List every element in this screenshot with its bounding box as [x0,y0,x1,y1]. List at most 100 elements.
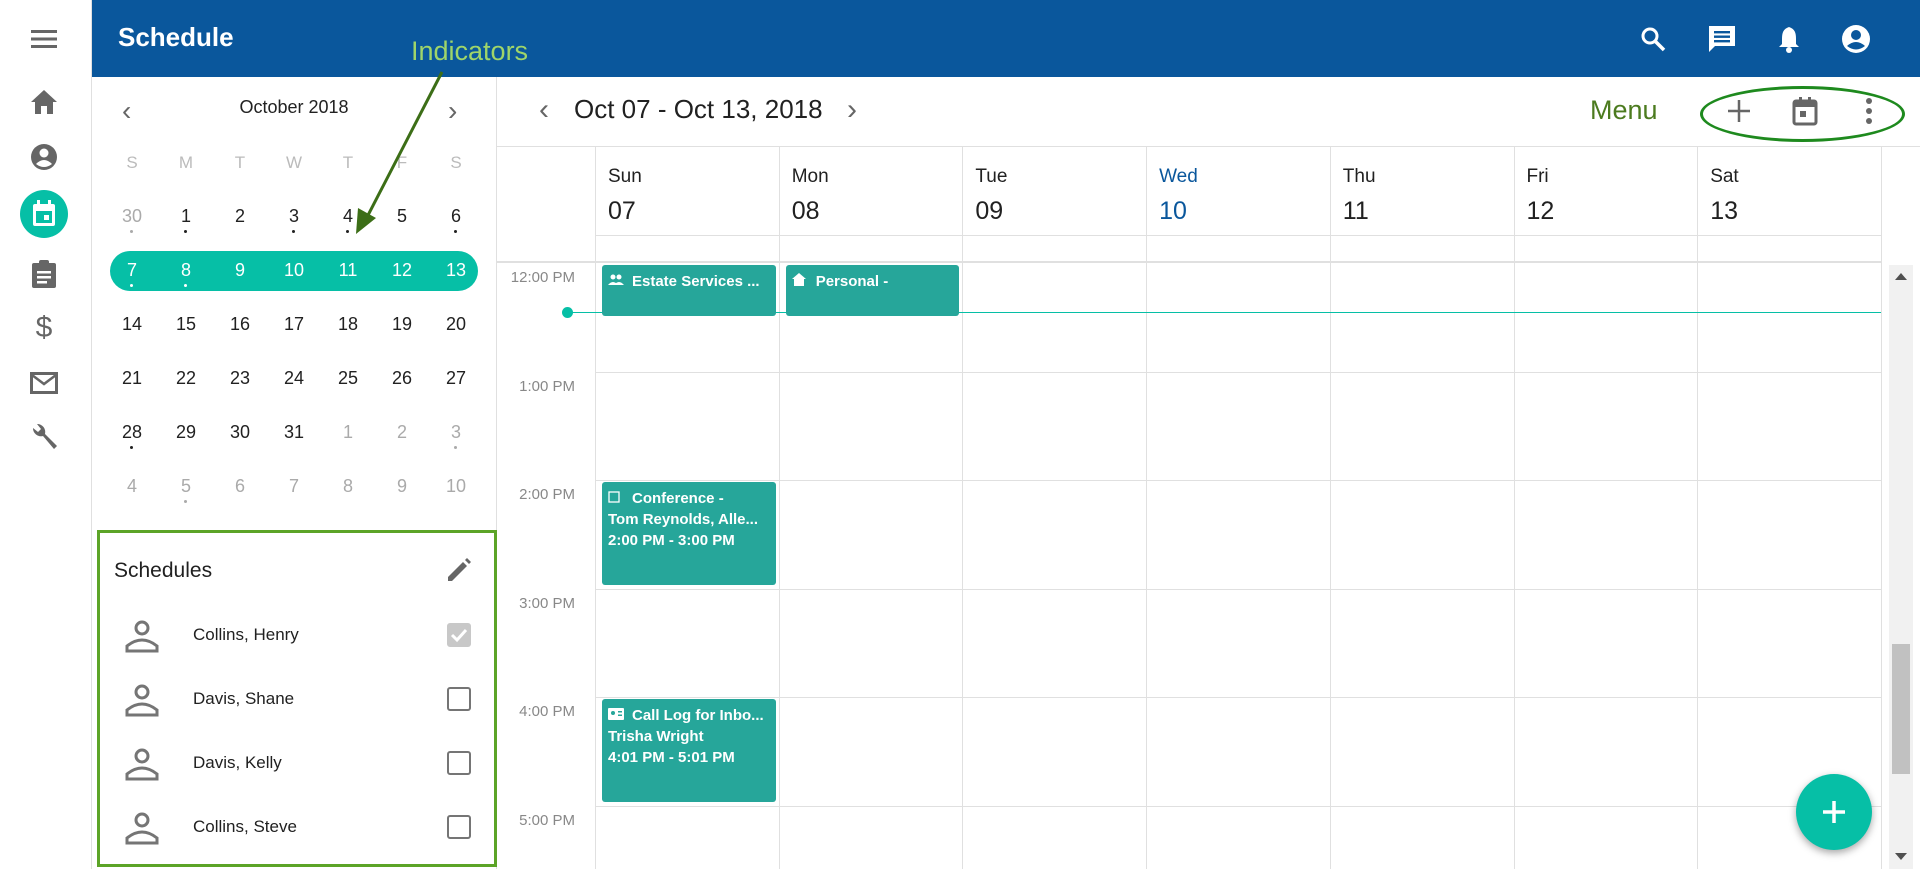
mini-calendar-day[interactable]: 31 [274,422,314,443]
mini-calendar-day[interactable]: 5 [166,476,206,503]
scroll-down-arrow[interactable] [1895,853,1907,860]
mini-calendar-day[interactable]: 14 [112,314,152,335]
scrollbar-thumb[interactable] [1892,644,1910,774]
schedule-checkbox[interactable] [447,815,471,839]
event-indicator-dot [130,446,133,449]
mini-calendar-day[interactable]: 16 [220,314,260,335]
day-column[interactable] [1513,263,1698,869]
mini-calendar-day[interactable]: 30 [220,422,260,443]
mini-calendar-day[interactable]: 6 [436,206,476,233]
mini-calendar-day[interactable]: 11 [328,260,368,281]
chat-icon[interactable] [1705,22,1739,56]
scrollbar[interactable] [1889,265,1913,869]
mini-calendar-day[interactable]: 25 [328,368,368,389]
next-month-button[interactable]: › [448,95,458,126]
event-line: Estate Services ... [632,273,760,290]
hour-label: 1:00 PM [519,377,575,395]
day-column[interactable] [595,263,779,869]
clipboard-icon[interactable] [24,254,64,294]
prev-week-button[interactable]: ‹ [539,93,549,126]
day-number: 9 [396,476,407,496]
schedule-item[interactable]: Collins, Henry [100,610,494,660]
bell-icon[interactable] [1772,22,1806,56]
schedule-item[interactable]: Davis, Kelly [100,738,494,788]
day-header[interactable]: Fri 12 [1513,147,1698,265]
mini-calendar-day[interactable]: 8 [328,476,368,497]
day-header[interactable]: Sun 07 [595,147,779,265]
mini-calendar-day[interactable]: 24 [274,368,314,389]
schedule-name: Collins, Steve [193,817,297,836]
mini-calendar-day[interactable]: 9 [220,260,260,281]
more-vert-icon[interactable] [1865,97,1873,130]
edit-pencil-icon[interactable] [446,557,472,588]
mini-calendar-day[interactable]: 9 [382,476,422,497]
day-header[interactable]: Sat 13 [1697,147,1881,265]
schedule-checkbox[interactable] [447,687,471,711]
mini-calendar-day[interactable]: 21 [112,368,152,389]
mini-calendar-day[interactable]: 7 [112,260,152,287]
search-icon[interactable] [1636,22,1670,56]
mini-calendar-day[interactable]: 26 [382,368,422,389]
day-header[interactable]: Mon 08 [778,147,963,265]
mini-calendar-day[interactable]: 23 [220,368,260,389]
wrench-icon[interactable] [24,417,64,457]
mini-calendar-day[interactable]: 15 [166,314,206,335]
calendar-event[interactable]: Call Log for Inbo... Trisha Wright 4:01 PM… [602,699,776,803]
mail-icon[interactable] [24,363,64,403]
add-event-fab[interactable] [1796,774,1872,850]
day-header[interactable]: Wed 10 [1146,147,1330,265]
mini-calendar-day[interactable]: 28 [112,422,152,449]
day-column[interactable] [1329,263,1514,869]
mini-calendar-day[interactable]: 17 [274,314,314,335]
calendar-today-icon[interactable] [1792,96,1818,131]
day-column[interactable] [1697,263,1881,869]
schedule-item[interactable]: Davis, Shane [100,674,494,724]
calendar-event[interactable]: Conference - Tom Reynolds, Alle... 2:00 PM… [602,482,776,586]
mini-calendar-day[interactable]: 29 [166,422,206,443]
schedule-checkbox[interactable] [447,623,471,647]
mini-calendar-day[interactable]: 1 [166,206,206,233]
day-header[interactable]: Thu 11 [1329,147,1514,265]
day-header[interactable]: Tue 09 [962,147,1146,265]
mini-calendar-day[interactable]: 7 [274,476,314,497]
mini-calendar-day[interactable]: 5 [382,206,422,227]
mini-calendar-day[interactable]: 1 [328,422,368,443]
mini-calendar-day[interactable]: 2 [382,422,422,443]
mini-calendar-day[interactable]: 20 [436,314,476,335]
mini-calendar-day[interactable]: 12 [382,260,422,281]
mini-calendar-day[interactable]: 10 [274,260,314,281]
prev-month-button[interactable]: ‹ [122,95,132,126]
calendar-event[interactable]: Estate Services ... [602,265,776,316]
account-icon[interactable] [1839,22,1873,56]
next-week-button[interactable]: › [847,93,857,126]
scroll-up-arrow[interactable] [1895,273,1907,280]
mini-calendar-day[interactable]: 4 [112,476,152,497]
day-column[interactable] [962,263,1146,869]
mini-calendar-day[interactable]: 22 [166,368,206,389]
mini-calendar-day[interactable]: 18 [328,314,368,335]
mini-calendar-day[interactable]: 6 [220,476,260,497]
day-column[interactable] [1146,263,1330,869]
mini-calendar-day[interactable]: 30 [112,206,152,233]
calendar-event[interactable]: Personal - [785,265,960,316]
mini-calendar-day[interactable]: 2 [220,206,260,227]
day-column[interactable] [778,263,963,869]
home-icon[interactable] [24,82,64,122]
mini-calendar-day[interactable]: 4 [328,206,368,233]
event-text: 2:00 PM - 3:00 PM [608,530,770,551]
schedule-checkbox[interactable] [447,751,471,775]
mini-calendar-day[interactable]: 19 [382,314,422,335]
calendar-icon[interactable] [20,190,68,238]
mini-calendar-day[interactable]: 8 [166,260,206,287]
schedule-item[interactable]: Collins, Steve [100,802,494,852]
add-icon[interactable] [1725,97,1753,130]
mini-calendar-day[interactable]: 3 [436,422,476,449]
day-number: 10 [1159,197,1187,225]
mini-calendar-day[interactable]: 13 [436,260,476,281]
mini-calendar-day[interactable]: 27 [436,368,476,389]
menu-icon[interactable] [24,19,64,59]
dollar-icon[interactable]: $ [35,311,53,344]
mini-calendar-day[interactable]: 10 [436,476,476,497]
mini-calendar-day[interactable]: 3 [274,206,314,233]
account-circle-icon[interactable] [24,137,64,177]
